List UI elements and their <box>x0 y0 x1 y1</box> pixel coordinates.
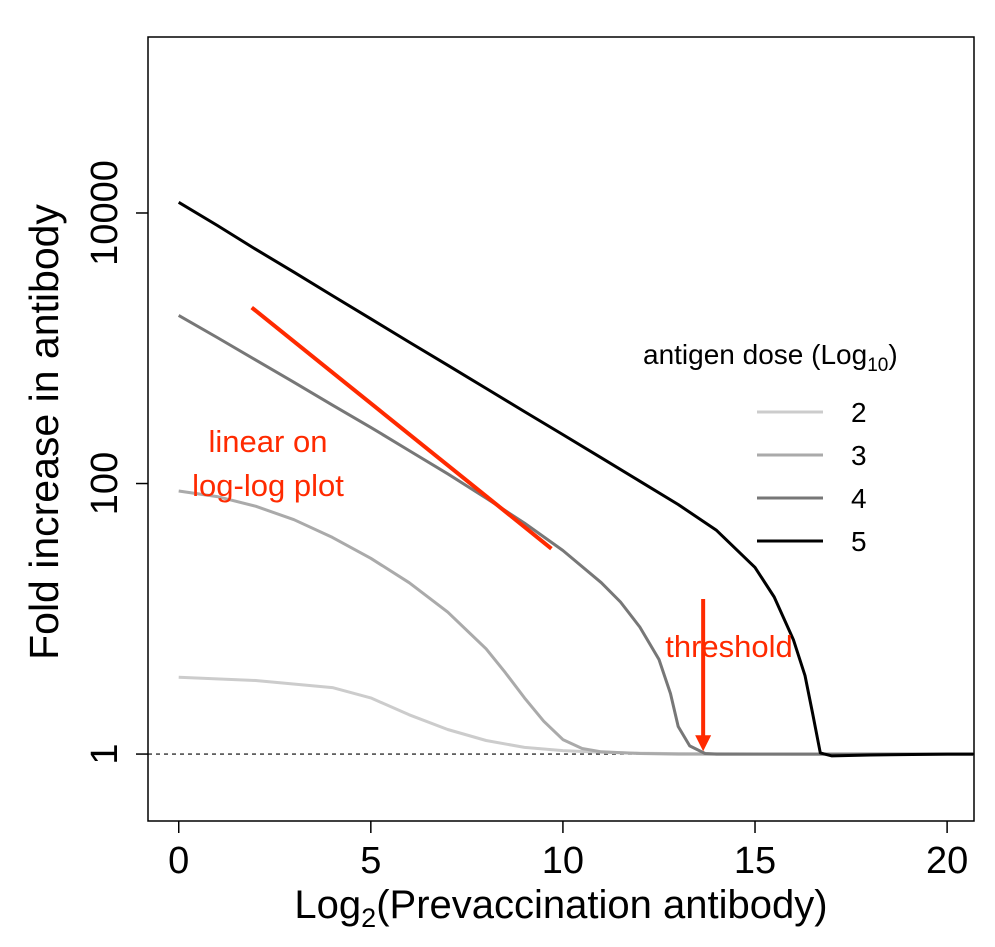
x-tick-label: 10 <box>542 840 584 882</box>
threshold-arrow-head <box>695 735 712 752</box>
x-tick-label: 15 <box>734 840 776 882</box>
x-tick-label: 20 <box>926 840 968 882</box>
x-axis-label-subscript: 2 <box>361 903 376 933</box>
x-tick-label: 5 <box>360 840 381 882</box>
legend-title-subscript: 10 <box>867 355 888 376</box>
legend-title-main: antigen dose (Log <box>643 339 867 370</box>
series-line-5 <box>177 201 974 758</box>
x-tick-label: 0 <box>168 840 189 882</box>
x-axis: 0 5 10 15 20 <box>168 821 968 882</box>
y-axis-label: Fold increase in antibody <box>21 204 67 660</box>
legend-items: 2 3 4 5 <box>757 397 867 557</box>
x-axis-label-main: Log <box>294 883 361 927</box>
legend-title-end: ) <box>888 339 897 370</box>
annotation-text-line-2: log-log plot <box>192 468 344 503</box>
y-tick-label: 1 <box>84 744 126 765</box>
series-layer <box>177 201 974 758</box>
annotation-layer: linear on log-log plot threshold <box>192 305 793 752</box>
x-axis-label-rest: (Prevaccination antibody) <box>376 883 827 927</box>
legend-label-2: 2 <box>851 397 867 428</box>
threshold-label: threshold <box>665 629 793 664</box>
y-tick-label: 10000 <box>84 160 126 266</box>
legend-label-3: 3 <box>851 440 867 471</box>
x-axis-label: Log2(Prevaccination antibody) <box>294 883 827 933</box>
annotation-text-line-1: linear on <box>209 424 328 459</box>
legend-label-5: 5 <box>851 526 867 557</box>
legend: antigen dose (Log10) 2 3 4 5 <box>643 339 898 557</box>
plot-frame <box>147 36 975 822</box>
slope-annotation-line <box>250 305 553 551</box>
legend-title: antigen dose (Log10) <box>643 339 898 376</box>
series-line-3 <box>178 489 974 756</box>
legend-label-4: 4 <box>851 483 867 514</box>
series-line-2 <box>178 675 974 756</box>
y-tick-label: 100 <box>84 452 126 515</box>
y-axis: 1 100 10000 <box>84 160 148 765</box>
series-line-4 <box>177 314 974 756</box>
